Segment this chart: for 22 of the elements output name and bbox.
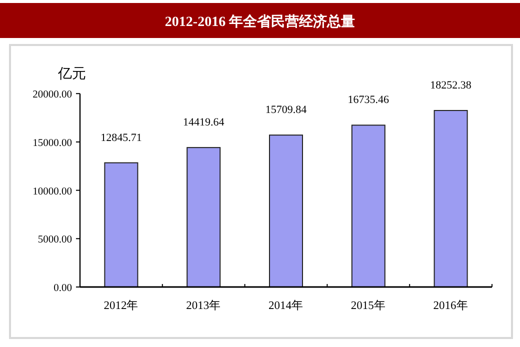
y-tick-label: 0.00 (54, 283, 72, 294)
x-tick-label: 2012年 (104, 299, 139, 312)
y-tick-label: 15000.00 (32, 138, 72, 149)
x-tick-label: 2014年 (268, 299, 304, 312)
x-tick-label: 2015年 (350, 299, 386, 312)
bar (186, 147, 221, 288)
y-tick-label: 5000.00 (38, 234, 72, 246)
bar (269, 134, 303, 288)
data-label: 18252.38 (430, 80, 472, 92)
data-label: 12845.71 (100, 132, 142, 144)
bar (434, 110, 468, 288)
y-tick-label: 20000.00 (32, 90, 72, 101)
data-label: 15709.84 (265, 104, 308, 116)
bar (351, 124, 386, 288)
x-tick-label: 2013年 (186, 299, 222, 312)
data-label: 14419.64 (182, 116, 225, 129)
y-tick-label: 10000.00 (32, 186, 72, 198)
chart-title: 2012-2016 年全省民营经济总量 (164, 13, 356, 30)
bar (104, 162, 138, 288)
y-axis-title: 亿元 (57, 66, 86, 82)
data-label: 16735.46 (348, 94, 390, 106)
x-tick-label: 2016年 (433, 299, 468, 312)
